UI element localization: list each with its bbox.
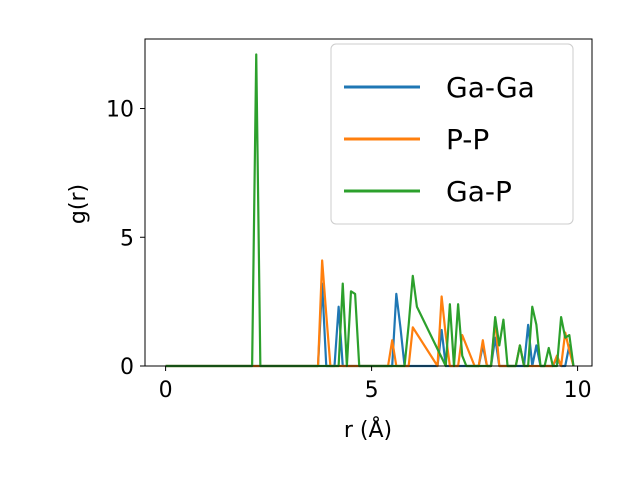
axis-ticks: 0 5 10 0 5 10 bbox=[106, 98, 592, 403]
plot-frame bbox=[144, 38, 593, 367]
x-tick-label: 10 bbox=[564, 378, 592, 403]
y-tick-label: 5 bbox=[120, 226, 134, 251]
legend-label-ga-p: Ga-P bbox=[446, 175, 512, 208]
y-tick-label: 10 bbox=[106, 98, 134, 123]
y-axis-label: g(r) bbox=[66, 184, 91, 224]
legend-box bbox=[330, 43, 574, 225]
x-tick-label: 0 bbox=[159, 378, 173, 403]
legend: Ga-Ga P-P Ga-P bbox=[330, 43, 574, 225]
series-line-ga-ga bbox=[165, 282, 575, 368]
series-line-p-p bbox=[165, 259, 575, 368]
legend-label-ga-ga: Ga-Ga bbox=[446, 71, 535, 104]
y-tick-label: 0 bbox=[120, 355, 134, 380]
legend-label-p-p: P-P bbox=[446, 123, 489, 156]
x-tick-label: 5 bbox=[365, 378, 379, 403]
x-axis-label: r (Å) bbox=[344, 416, 392, 443]
